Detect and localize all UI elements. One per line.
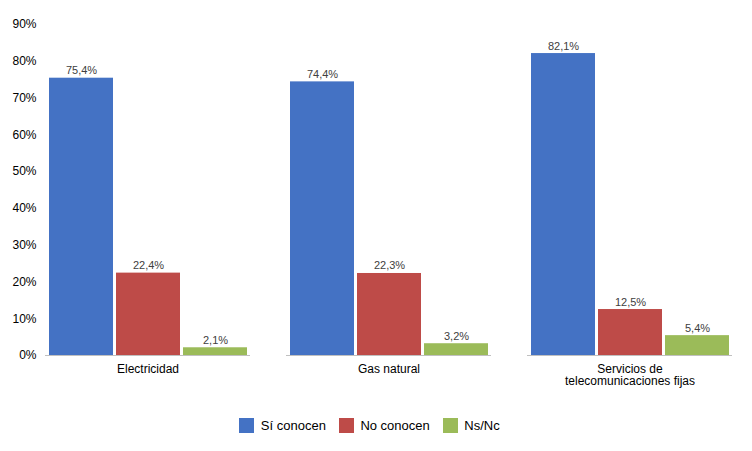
svg-text:70%: 70% <box>12 91 36 105</box>
html-text:No conocen: No conocen <box>360 418 430 433</box>
svg-text:40%: 40% <box>12 201 36 215</box>
svg-text:90%: 90% <box>12 17 36 31</box>
svg-text:75,4%: 75,4% <box>66 64 97 76</box>
svg-text:Servicios detelecomunicaciones: Servicios detelecomunicaciones fijas <box>565 362 695 388</box>
svg-text:Gas natural: Gas natural <box>358 362 420 376</box>
svg-text:12,5%: 12,5% <box>615 296 646 308</box>
svg-text:20%: 20% <box>12 275 36 289</box>
html-text:Sí conocen: Sí conocen <box>260 418 326 433</box>
svg-text:3,2%: 3,2% <box>444 330 469 342</box>
svg-text:0%: 0% <box>19 348 37 362</box>
svg-text:50%: 50% <box>12 164 36 178</box>
svg-text:2,1%: 2,1% <box>203 334 228 346</box>
svg-text:74,4%: 74,4% <box>307 68 338 80</box>
svg-text:Electricidad: Electricidad <box>117 362 179 376</box>
svg-text:10%: 10% <box>12 312 36 326</box>
svg-text:80%: 80% <box>12 54 36 68</box>
svg-text:22,4%: 22,4% <box>133 259 164 271</box>
html-text:Ns/Nc: Ns/Nc <box>464 418 500 433</box>
svg-text:82,1%: 82,1% <box>548 40 579 52</box>
svg-text:30%: 30% <box>12 238 36 252</box>
svg-text:5,4%: 5,4% <box>685 322 710 334</box>
svg-text:60%: 60% <box>12 128 36 142</box>
svg-text:22,3%: 22,3% <box>374 259 405 271</box>
